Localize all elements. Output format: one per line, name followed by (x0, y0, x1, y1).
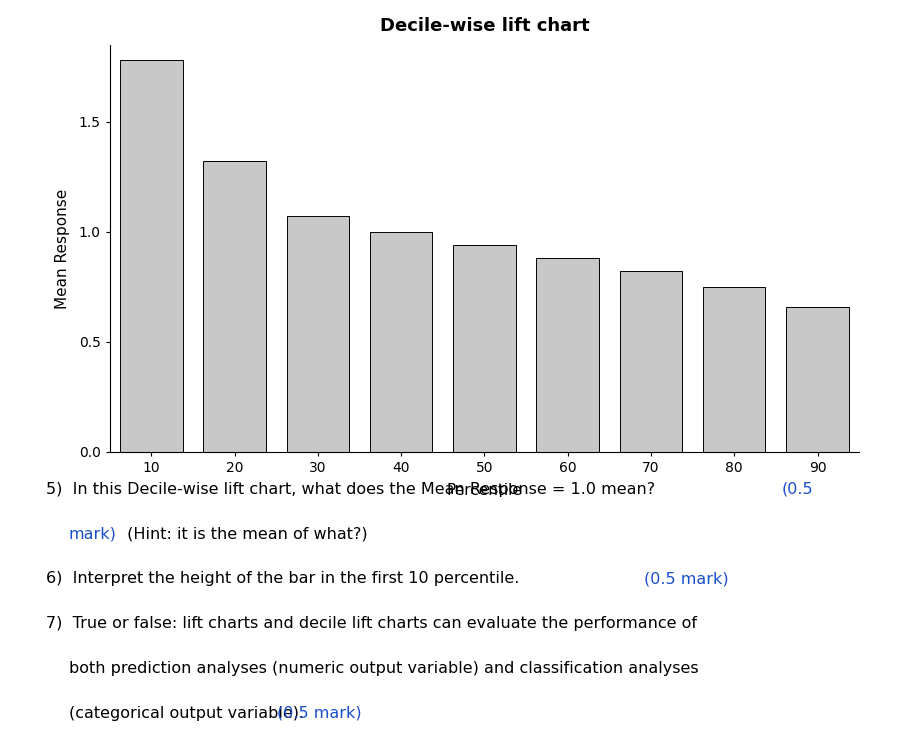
Text: (0.5 mark): (0.5 mark) (644, 571, 729, 586)
Text: 6)  Interpret the height of the bar in the first 10 percentile.: 6) Interpret the height of the bar in th… (46, 571, 525, 586)
Y-axis label: Mean Response: Mean Response (56, 188, 70, 309)
Bar (203, 161, 266, 452)
Bar (287, 217, 349, 452)
Text: (0.5: (0.5 (781, 482, 813, 497)
Title: Decile-wise lift chart: Decile-wise lift chart (379, 17, 590, 35)
Text: both prediction analyses (numeric output variable) and classification analyses: both prediction analyses (numeric output… (69, 661, 698, 676)
Bar (453, 245, 515, 452)
X-axis label: Percentile: Percentile (446, 483, 523, 498)
Bar (370, 232, 432, 452)
Bar (120, 61, 183, 452)
Text: (Hint: it is the mean of what?): (Hint: it is the mean of what?) (122, 527, 367, 542)
Bar (620, 271, 682, 452)
Bar (537, 258, 599, 452)
Text: 7)  True or false: lift charts and decile lift charts can evaluate the performan: 7) True or false: lift charts and decile… (46, 616, 696, 631)
Text: (categorical output variable).: (categorical output variable). (69, 706, 309, 721)
Text: mark): mark) (69, 527, 116, 542)
Text: (0.5 mark): (0.5 mark) (277, 706, 362, 721)
Text: 5)  In this Decile-wise lift chart, what does the Mean Response = 1.0 mean?: 5) In this Decile-wise lift chart, what … (46, 482, 660, 497)
Bar (703, 287, 766, 452)
Bar (786, 307, 849, 452)
